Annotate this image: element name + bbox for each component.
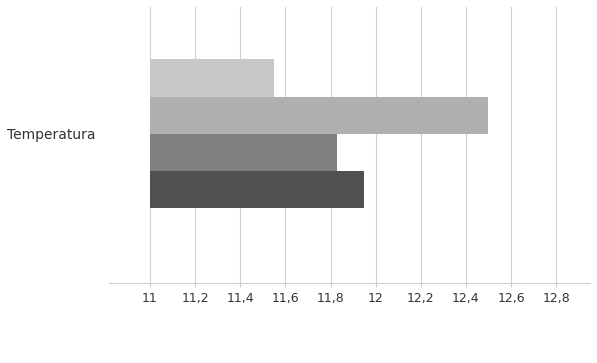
Bar — [150, 171, 364, 208]
Bar — [150, 97, 488, 134]
Bar — [150, 59, 274, 97]
Bar — [150, 134, 337, 171]
